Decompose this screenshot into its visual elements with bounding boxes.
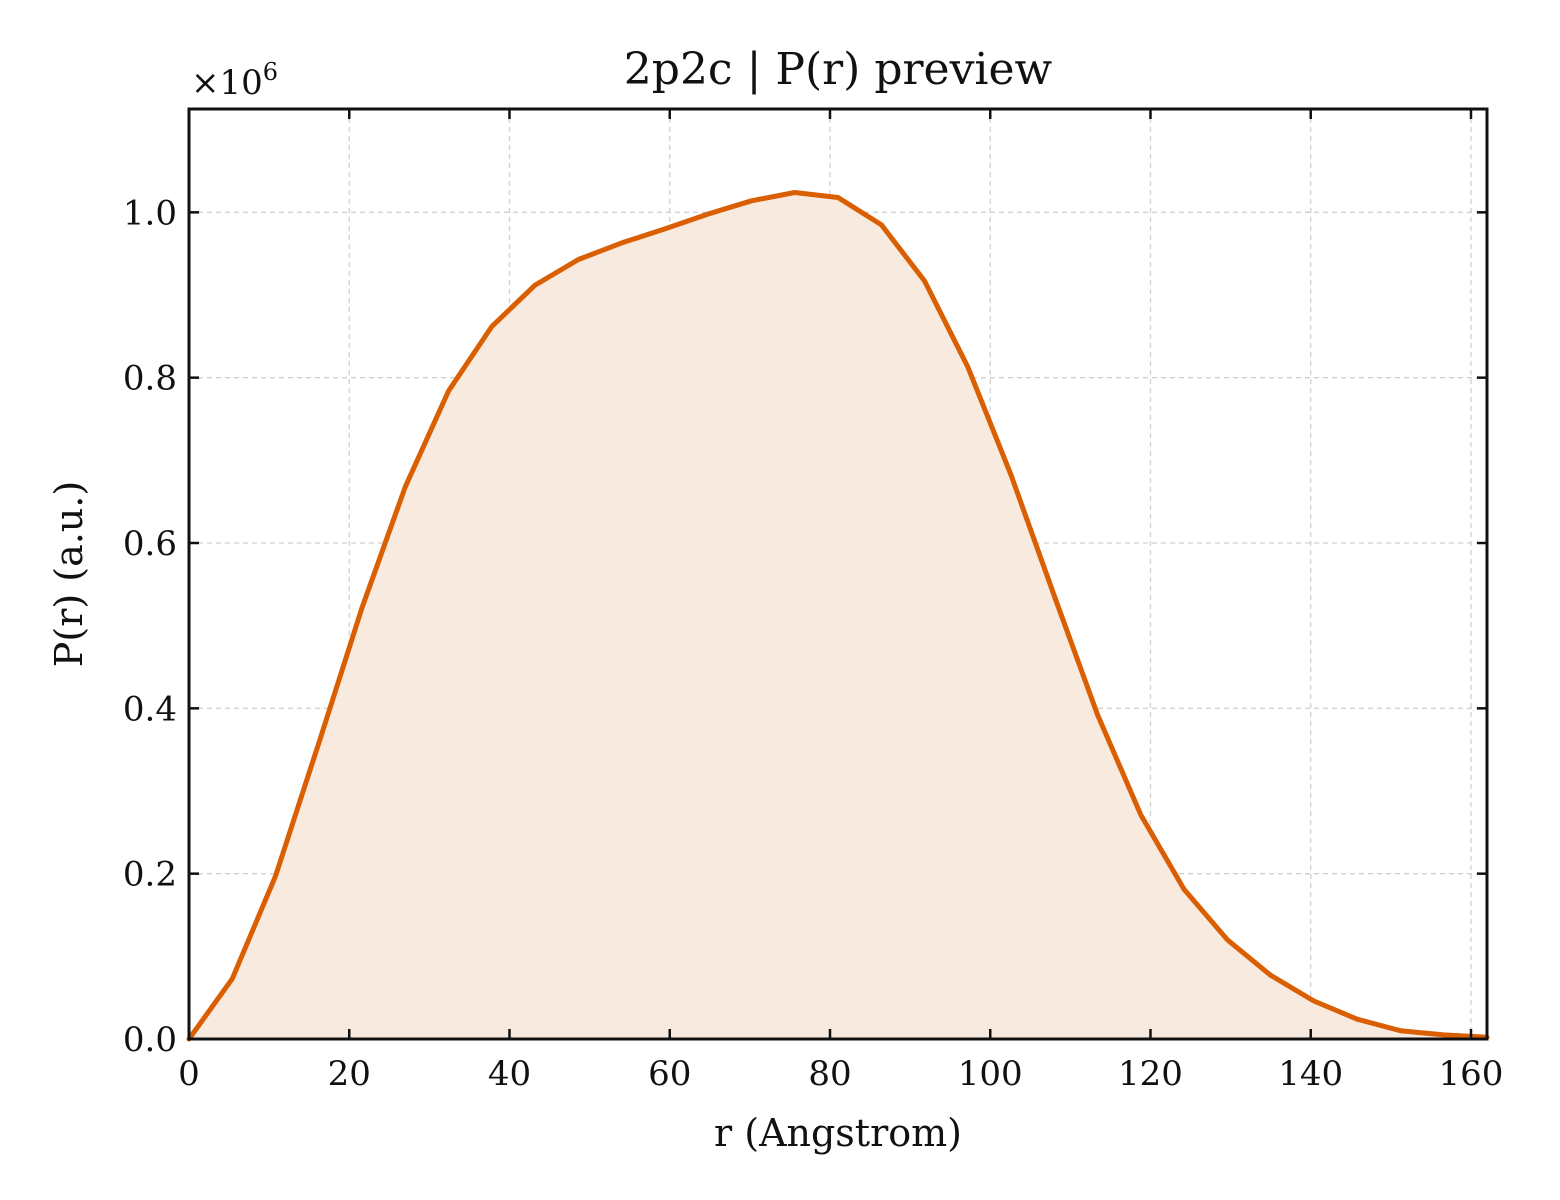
chart-title: 2p2c | P(r) preview [624, 44, 1053, 95]
y-tick-label: 0.0 [123, 1020, 177, 1060]
x-tick-label: 20 [328, 1054, 371, 1094]
y-tick-label: 0.4 [123, 689, 177, 729]
y-axis-label: P(r) (a.u.) [47, 481, 91, 667]
y-tick-label: 1.0 [123, 193, 177, 233]
x-tick-label: 140 [1278, 1054, 1343, 1094]
y-tick-label: 0.8 [123, 359, 177, 399]
y-scale-multiplier: ×106 [191, 58, 278, 103]
x-tick-label: 120 [1118, 1054, 1183, 1094]
x-tick-label: 0 [178, 1054, 200, 1094]
y-multiplier-exponent: 6 [263, 58, 278, 86]
x-axis-label: r (Angstrom) [714, 1111, 962, 1155]
x-tick-label: 40 [488, 1054, 531, 1094]
x-tick-label: 100 [958, 1054, 1023, 1094]
x-tick-label: 80 [808, 1054, 851, 1094]
x-tick-label: 60 [648, 1054, 691, 1094]
pr-curve-line [186, 190, 1490, 1042]
y-tick-label: 0.2 [123, 855, 177, 895]
y-multiplier-base: ×10 [191, 63, 263, 103]
pr-area-fill [189, 192, 1487, 1039]
tick-layer: 0 20 40 60 80 100 120 140 160 0.0 0.2 0.4 0.6 0.8 1.0 [123, 109, 1504, 1094]
x-tick-label: 160 [1439, 1054, 1504, 1094]
plot-frame [187, 107, 1489, 1041]
y-tick-label: 0.6 [123, 524, 177, 564]
